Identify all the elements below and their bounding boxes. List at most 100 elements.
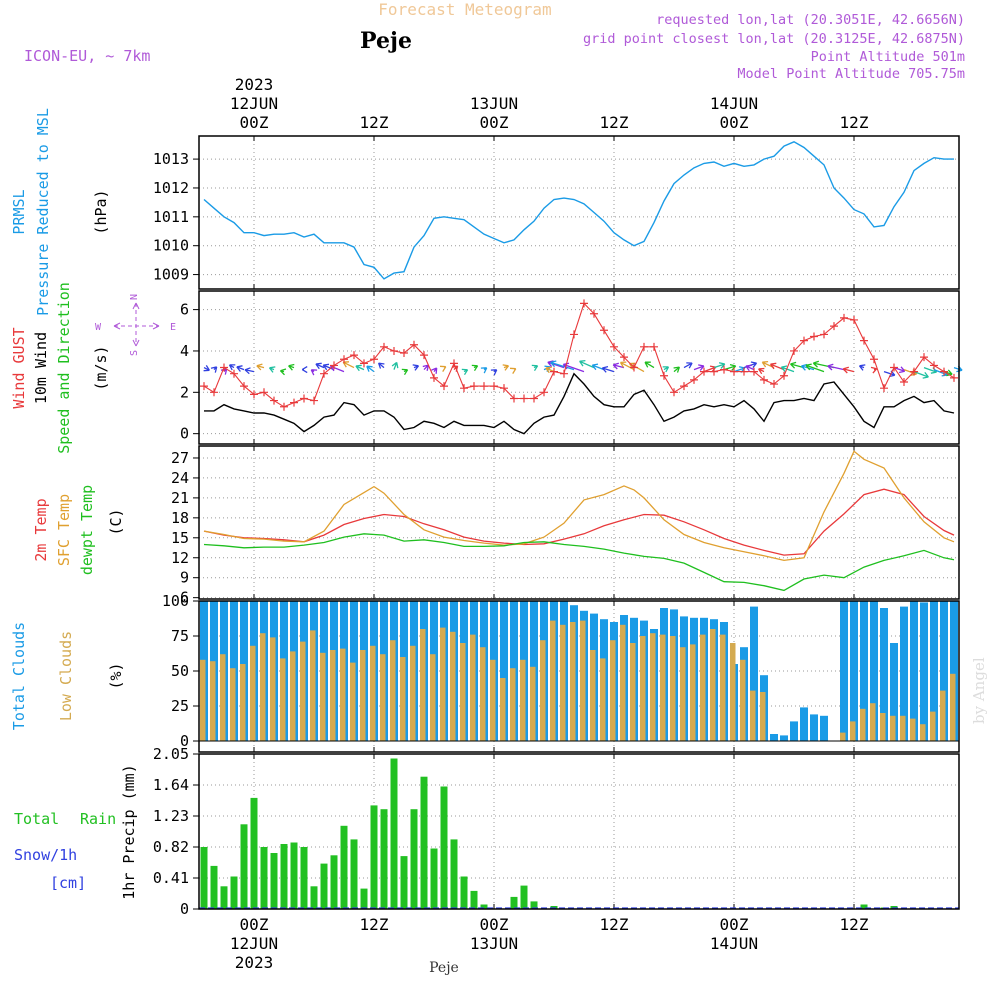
low-cloud-bar bbox=[260, 633, 266, 741]
low-cloud-bar bbox=[950, 673, 956, 741]
wind-gust-marker bbox=[680, 382, 688, 391]
wind-grid bbox=[199, 291, 959, 444]
wind-gust-marker bbox=[770, 380, 778, 389]
rain-bar bbox=[470, 890, 478, 909]
wind-gust-marker bbox=[690, 375, 698, 384]
low-cloud-bar bbox=[250, 645, 256, 741]
total-cloud-bar bbox=[920, 602, 928, 741]
temperature-frame bbox=[198, 445, 960, 600]
total-cloud-bar bbox=[750, 606, 758, 741]
low-cloud-bar bbox=[400, 657, 406, 741]
wind-direction-arrow bbox=[644, 361, 655, 369]
wind-gust-marker bbox=[930, 361, 938, 370]
wind-gust-marker bbox=[820, 330, 828, 339]
wind-gust-marker bbox=[720, 365, 728, 374]
compass-e-label: E bbox=[170, 322, 176, 333]
low-cloud-bar bbox=[620, 624, 626, 741]
wind-gust-marker bbox=[370, 355, 378, 364]
total-cloud-bar bbox=[900, 606, 908, 741]
wind-direction-arrow bbox=[893, 366, 906, 374]
pressure-y-ticks: 1009 1010 1011 1012 1013 bbox=[153, 150, 199, 284]
point-altitude: Point Altitude 501m bbox=[811, 49, 965, 65]
wind-direction-arrow bbox=[870, 366, 878, 374]
wind-direction-arrow bbox=[883, 370, 896, 378]
wind-gust-marker bbox=[320, 369, 328, 378]
wind-gust-marker bbox=[450, 359, 458, 368]
wind-gust-marker bbox=[330, 361, 338, 370]
precip-snow-unit: [cm] bbox=[50, 874, 86, 892]
wind-gust-line bbox=[203, 302, 955, 408]
low-cloud-bar bbox=[670, 636, 676, 741]
temp-sfc-line bbox=[203, 450, 955, 562]
wind-gust-marker bbox=[800, 336, 808, 345]
wind-gust-marker bbox=[560, 369, 568, 378]
rain-bar bbox=[300, 847, 308, 909]
wind-direction-arrow bbox=[391, 361, 399, 370]
y-tick-label: 1009 bbox=[153, 266, 189, 284]
pressure-panel: 1009 1010 1011 1012 1013 PRMSL Pressure Redu… bbox=[10, 108, 960, 316]
precip-snow-label: Snow/1h bbox=[14, 846, 77, 864]
wind-gust-marker bbox=[910, 367, 918, 376]
y-tick-label: 21 bbox=[171, 489, 189, 507]
wind-gust-marker bbox=[630, 363, 638, 372]
rain-bar bbox=[390, 758, 398, 909]
time-axis-label: 00Z bbox=[480, 113, 509, 132]
low-cloud-bar bbox=[350, 662, 356, 741]
rain-bar bbox=[370, 805, 378, 909]
rain-bar bbox=[330, 855, 338, 909]
wind-direction-arrow bbox=[480, 367, 488, 374]
location-title: Peje bbox=[360, 28, 412, 54]
wind-direction-arrow bbox=[827, 363, 845, 371]
low-cloud-bar bbox=[910, 718, 916, 741]
wind-direction-arrow bbox=[203, 365, 210, 372]
wind-gust-marker bbox=[550, 367, 558, 376]
temperature-grid bbox=[199, 446, 959, 599]
wind-direction-arrow bbox=[601, 365, 615, 373]
wind-gust-marker bbox=[760, 375, 768, 384]
total-cloud-bar bbox=[840, 601, 848, 741]
low-cloud-bar bbox=[270, 637, 276, 741]
low-cloud-bar bbox=[420, 629, 426, 741]
time-axis-label: 12Z bbox=[840, 915, 869, 934]
y-tick-label: 0 bbox=[180, 425, 189, 443]
low-cloud-bar bbox=[740, 659, 746, 741]
wind-gust-marker bbox=[280, 402, 288, 411]
low-cloud-bar bbox=[360, 650, 366, 741]
low-cloud-bar bbox=[290, 651, 296, 741]
y-tick-label: 1011 bbox=[153, 208, 189, 226]
total-cloud-bar bbox=[930, 601, 938, 741]
low-cloud-bar bbox=[720, 634, 726, 741]
rain-bar bbox=[530, 901, 538, 909]
low-cloud-bar bbox=[320, 652, 326, 741]
rain-bar bbox=[510, 896, 518, 909]
total-cloud-bar bbox=[870, 601, 878, 741]
wind-direction-arrow bbox=[780, 365, 795, 373]
wind-frame bbox=[198, 290, 960, 445]
wind-gust-marker bbox=[310, 396, 318, 405]
wind-direction-arrow bbox=[422, 364, 430, 371]
y-tick-label: 1012 bbox=[153, 179, 189, 197]
wind-gust-marker bbox=[730, 367, 738, 376]
wind-gust-marker bbox=[530, 394, 538, 403]
low-cloud-bar bbox=[560, 624, 566, 741]
time-axis-label: 00Z bbox=[720, 915, 749, 934]
precip-total-label: Total bbox=[14, 810, 59, 828]
low-cloud-bar bbox=[840, 732, 846, 741]
wind-gust-marker bbox=[460, 384, 468, 393]
total-cloud-bar bbox=[820, 715, 828, 741]
wind-gust-marker bbox=[890, 363, 898, 372]
low-cloud-bar bbox=[440, 627, 446, 741]
low-cloud-bar bbox=[650, 633, 656, 741]
low-cloud-bar bbox=[230, 668, 236, 741]
rain-bar bbox=[270, 853, 278, 909]
y-tick-label: 6 bbox=[180, 589, 189, 607]
temp-dew-label: dewpt Temp bbox=[78, 485, 96, 575]
wind-gust-marker bbox=[840, 313, 848, 322]
wind-gust-marker bbox=[340, 355, 348, 364]
temp-dew-line bbox=[203, 533, 955, 592]
low-cloud-bar bbox=[730, 643, 736, 741]
wind-gust-marker bbox=[620, 353, 628, 362]
wind-direction-arrow bbox=[256, 363, 265, 371]
y-tick-label: 25 bbox=[171, 697, 189, 715]
